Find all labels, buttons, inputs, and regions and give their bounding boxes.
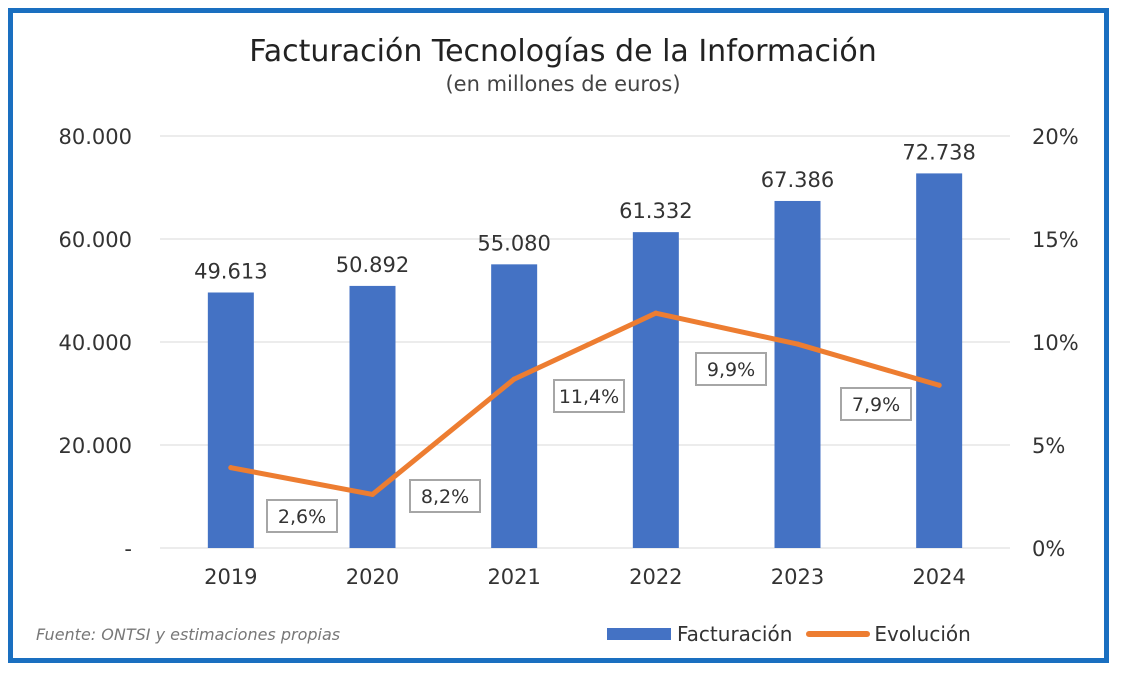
evolucion-value-label: 2,6%	[278, 506, 326, 528]
evolucion-value-label: 11,4%	[559, 386, 619, 408]
evolucion-label-box	[266, 499, 338, 533]
legend-swatch-line	[806, 631, 871, 637]
x-tick-label: 2024	[912, 565, 965, 589]
x-tick-label: 2022	[629, 565, 682, 589]
bar	[632, 232, 679, 548]
y-right-tick-label: 5%	[1032, 434, 1065, 458]
evolucion-point	[936, 382, 942, 388]
x-tick-label: 2023	[771, 565, 824, 589]
evolucion-value-label: 9,9%	[707, 359, 755, 381]
evolucion-point	[511, 376, 517, 382]
evolucion-label-box	[409, 479, 481, 513]
y-right-tick-label: 15%	[1032, 228, 1079, 252]
y-right-tick-label: 20%	[1032, 125, 1079, 149]
bar	[774, 200, 821, 548]
legend-item-evolucion: Evolución	[806, 622, 971, 646]
y-left-tick-label: 80.000	[59, 125, 132, 149]
x-tick-label: 2020	[346, 565, 399, 589]
evolucion-point	[370, 491, 375, 497]
evolucion-point	[228, 465, 234, 471]
legend-label-facturacion: Facturación	[677, 622, 793, 646]
bar	[916, 173, 963, 549]
bar-value-label: 61.332	[619, 199, 692, 223]
evolucion-label-box	[695, 352, 767, 386]
x-tick-label: 2019	[204, 565, 257, 589]
y-left-tick-label: -	[124, 537, 132, 561]
legend-item-facturacion: Facturación	[607, 622, 792, 646]
evolucion-value-label: 7,9%	[852, 394, 900, 416]
legend: Facturación Evolución	[607, 622, 985, 646]
legend-label-evolucion: Evolución	[874, 622, 971, 646]
evolucion-point	[795, 341, 800, 347]
bar	[349, 285, 396, 548]
evolucion-value-label: 8,2%	[421, 486, 469, 508]
evolucion-label-box	[840, 387, 912, 421]
legend-swatch-bar	[607, 628, 671, 640]
y-right-tick-label: 10%	[1032, 331, 1079, 355]
bar	[491, 264, 538, 548]
bar	[207, 292, 254, 548]
chart-title: Facturación Tecnologías de la Informació…	[249, 34, 877, 69]
evolucion-point	[653, 310, 659, 316]
bar-value-label: 67.386	[761, 168, 834, 192]
evolucion-label-box	[553, 379, 625, 413]
y-left-tick-label: 60.000	[59, 228, 132, 252]
x-tick-label: 2021	[487, 565, 540, 589]
source-note: Fuente: ONTSI y estimaciones propias	[36, 625, 341, 644]
bar-value-label: 55.080	[477, 231, 550, 255]
y-left-tick-label: 20.000	[59, 434, 132, 458]
bar-value-label: 50.892	[336, 253, 409, 277]
evolucion-line	[228, 310, 942, 497]
chart-subtitle: (en millones de euros)	[445, 72, 681, 96]
bar-value-label: 49.613	[194, 259, 267, 283]
y-right-tick-label: 0%	[1032, 537, 1065, 561]
y-left-tick-label: 40.000	[59, 331, 132, 355]
bar-value-label: 72.738	[902, 140, 975, 164]
